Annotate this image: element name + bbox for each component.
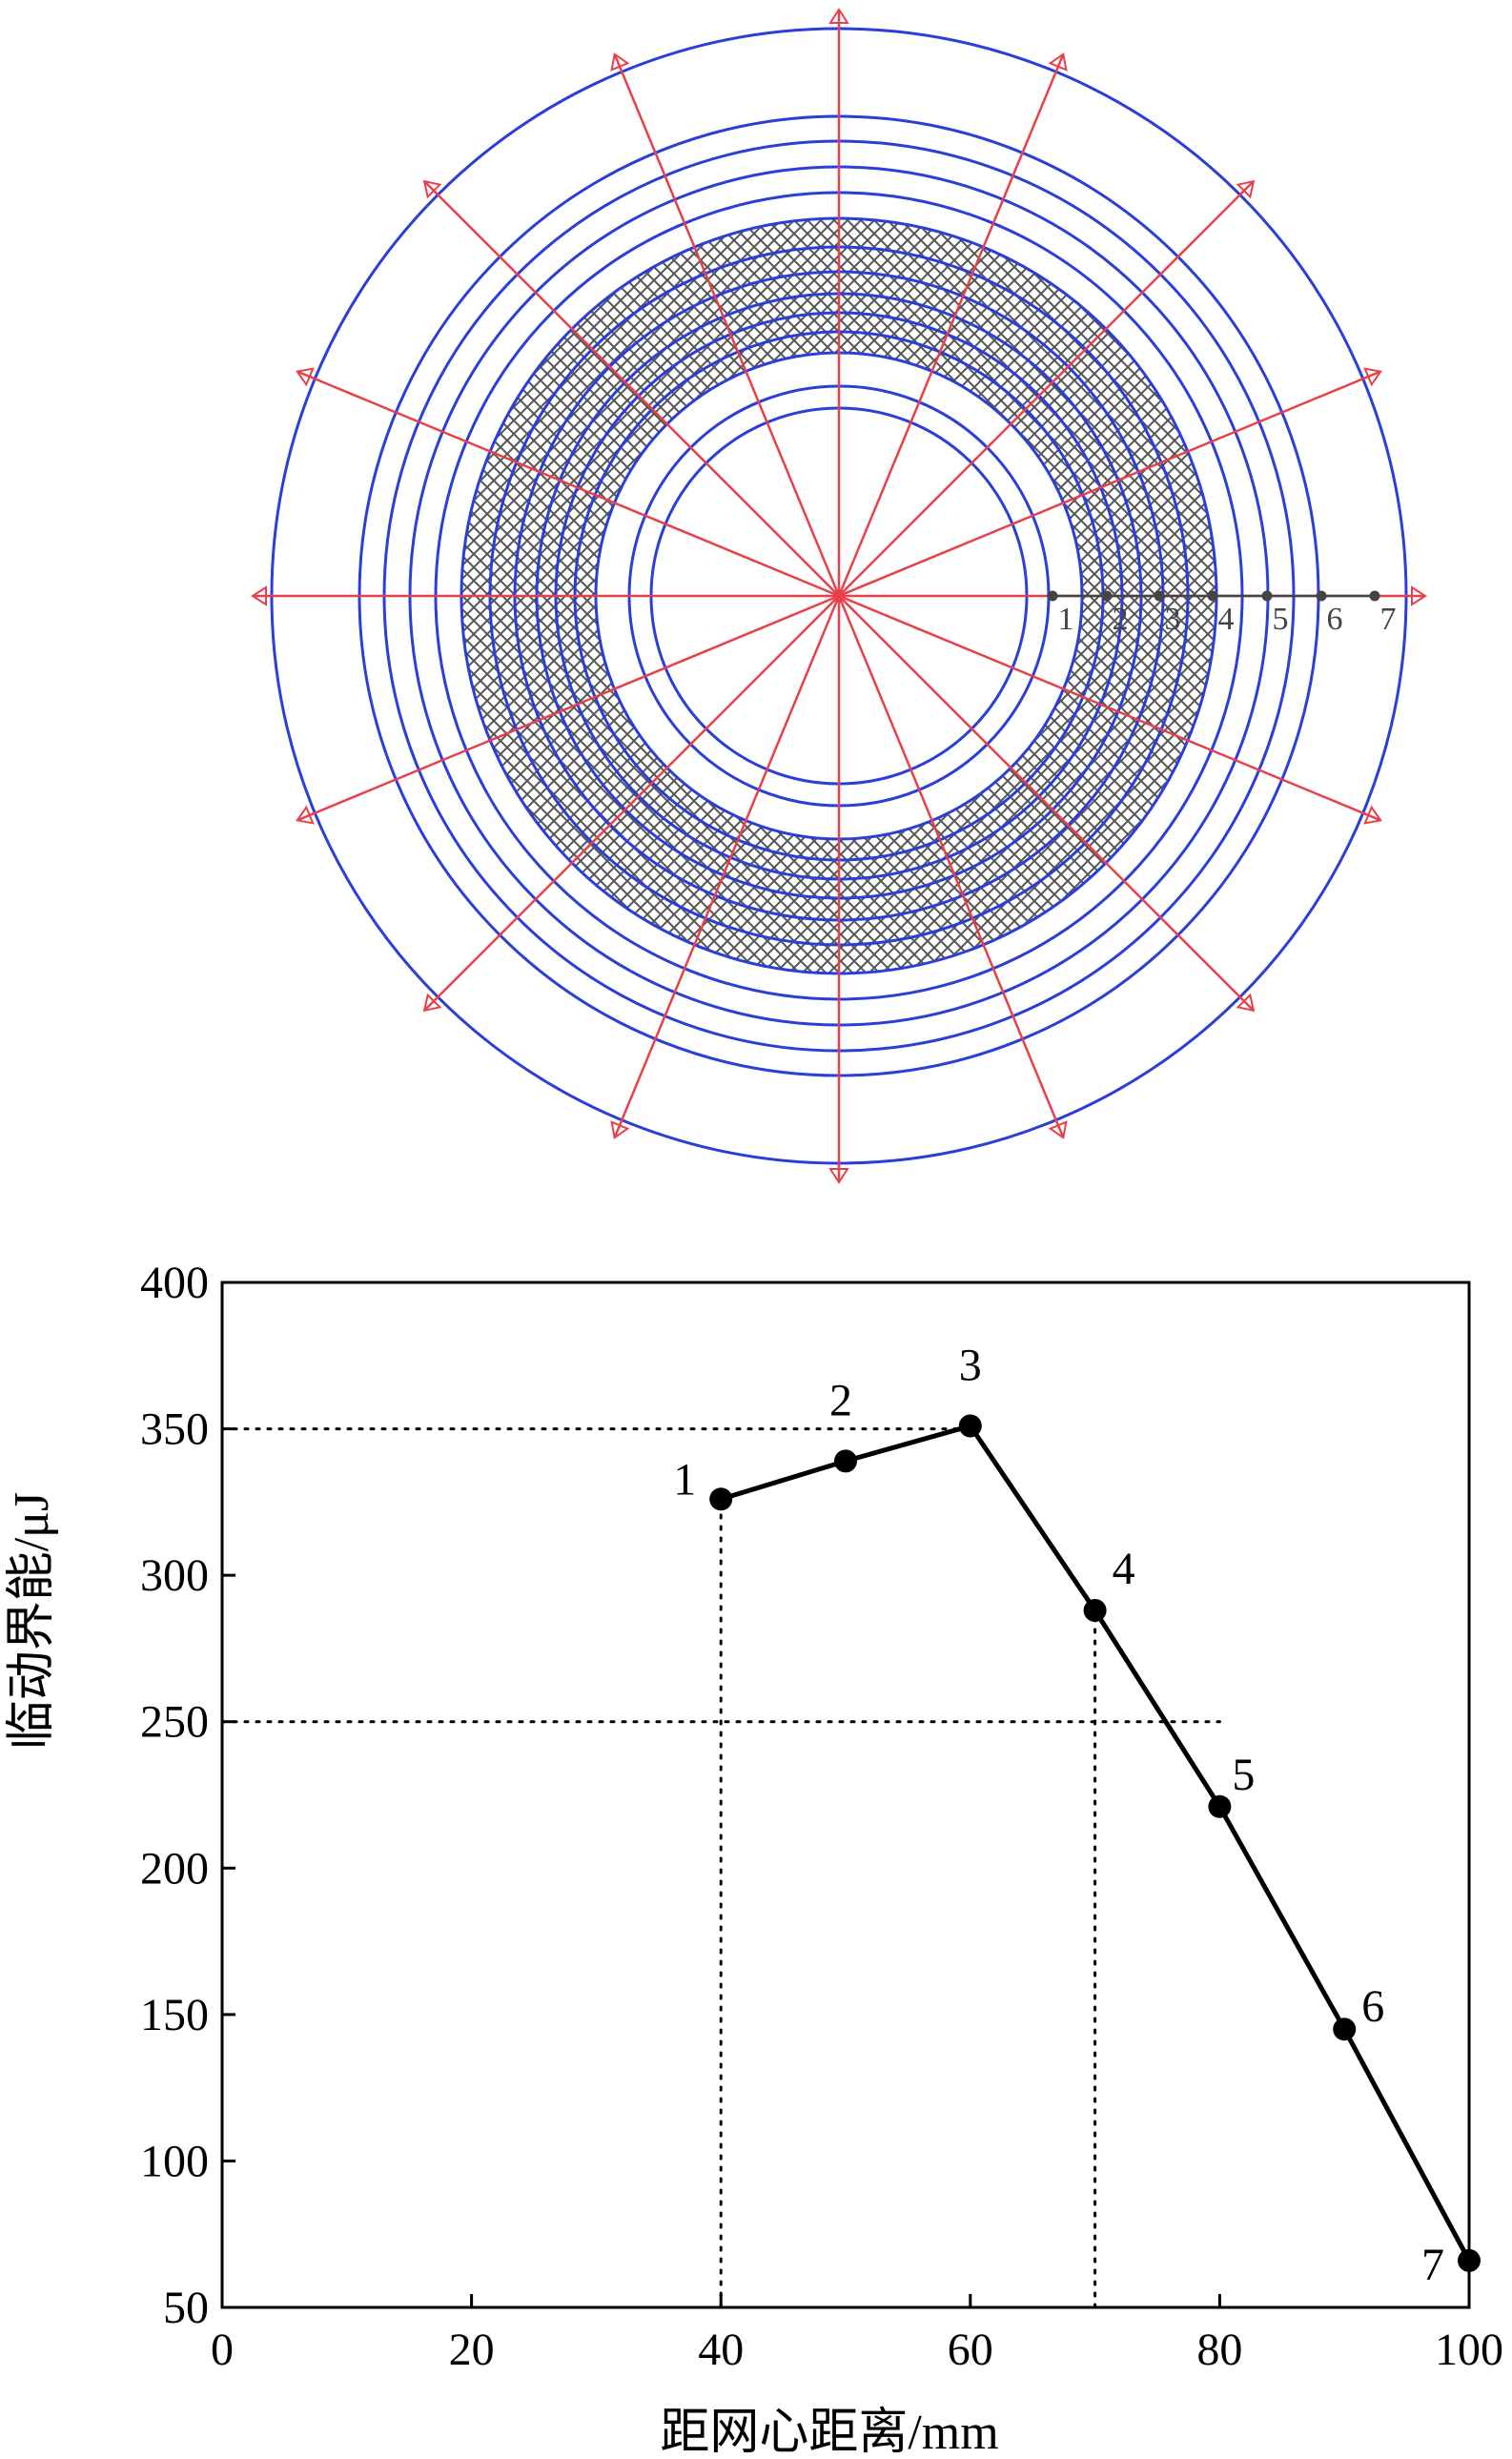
sampling-marker — [1261, 590, 1273, 602]
spoke-end-anchor — [251, 585, 267, 606]
reference-lines — [220, 1427, 1221, 2309]
spider-web-diagram: 1 2 3 4 5 6 7 — [251, 8, 1427, 1184]
x-axis-ticks: 0 20 40 60 80 100 — [211, 2294, 1503, 2375]
sampling-marker-label: 7 — [1380, 602, 1397, 637]
spoke-end-anchor — [1363, 367, 1382, 387]
sampling-marker — [1316, 590, 1327, 602]
spoke-end-anchor — [828, 8, 849, 24]
web-spoke — [613, 595, 841, 1138]
spoke-end-anchor — [1411, 585, 1427, 606]
web-spoke — [838, 370, 1381, 598]
web-spokes — [251, 8, 1427, 1184]
y-tick-label: 50 — [163, 2283, 209, 2333]
spoke-end-anchor — [422, 179, 442, 199]
data-point — [1458, 2248, 1481, 2272]
data-point-label: 3 — [959, 1341, 982, 1391]
y-tick-label: 150 — [140, 1990, 209, 2040]
spoke-end-anchor — [1363, 805, 1382, 825]
x-tick-label: 20 — [449, 2325, 495, 2375]
sampling-marker — [1047, 590, 1058, 602]
y-tick-label: 200 — [140, 1843, 209, 1894]
data-points — [709, 1414, 1481, 2272]
sampling-marker-label: 3 — [1165, 602, 1181, 637]
x-tick-label: 100 — [1435, 2325, 1503, 2375]
sampling-marker-label: 5 — [1273, 602, 1289, 637]
data-point-labels: 1 2 3 4 5 6 7 — [673, 1341, 1444, 2290]
y-tick-label: 350 — [140, 1404, 209, 1455]
data-point-label: 5 — [1232, 1750, 1255, 1800]
sampling-marker — [1154, 590, 1165, 602]
y-tick-label: 400 — [140, 1258, 209, 1308]
sampling-marker — [1101, 590, 1113, 602]
x-tick-label: 60 — [948, 2325, 993, 2375]
sampling-marker — [1207, 590, 1218, 602]
web-spoke — [296, 370, 840, 598]
sampling-marker-label: 2 — [1113, 602, 1129, 637]
spoke-end-anchor — [828, 1168, 849, 1184]
x-axis-label: 距网心距离/mm — [660, 2406, 998, 2459]
y-tick-label: 250 — [140, 1697, 209, 1748]
data-point-label: 6 — [1361, 1981, 1384, 2032]
y-axis-label: 临动界能/μJ — [5, 1492, 59, 1751]
x-tick-label: 80 — [1196, 2325, 1242, 2375]
sampling-marker-label: 1 — [1058, 602, 1074, 637]
y-tick-label: 300 — [140, 1550, 209, 1601]
data-point-label: 4 — [1113, 1544, 1135, 1594]
data-point-label: 2 — [829, 1375, 852, 1425]
web-spoke — [613, 53, 841, 597]
sampling-marker-label: 4 — [1218, 602, 1235, 637]
web-spoke — [423, 180, 840, 597]
x-tick-label: 40 — [698, 2325, 744, 2375]
web-spoke — [296, 594, 840, 822]
web-spoke — [423, 595, 840, 1012]
data-point — [1333, 2018, 1357, 2041]
data-point-label: 1 — [673, 1454, 696, 1505]
spoke-end-anchor — [422, 993, 442, 1013]
web-hub — [833, 590, 845, 602]
data-point-label: 7 — [1421, 2240, 1444, 2290]
data-point — [709, 1487, 733, 1511]
spoke-end-anchor — [1236, 179, 1256, 199]
data-point — [958, 1414, 982, 1438]
data-point — [1083, 1599, 1107, 1622]
spoke-end-anchor — [610, 52, 630, 72]
web-spoke — [838, 595, 1255, 1012]
data-point — [1208, 1794, 1232, 1818]
web-spoke — [837, 595, 1065, 1138]
y-tick-label: 100 — [140, 2136, 209, 2186]
web-spoke — [838, 594, 1381, 822]
web-spoke — [838, 180, 1255, 597]
sampling-marker — [1369, 590, 1380, 602]
web-spoke — [837, 53, 1065, 597]
spoke-end-anchor — [296, 367, 315, 387]
spoke-end-anchor — [1236, 993, 1256, 1013]
spoke-end-anchor — [1048, 1120, 1068, 1139]
x-tick-label: 0 — [211, 2325, 234, 2375]
plot-frame — [220, 1281, 1471, 2309]
sampling-markers: 1 2 3 4 5 6 7 — [1047, 590, 1397, 637]
energy-distance-chart: 0 20 40 60 80 100 50 100 150 200 250 300 350 400 1 2 3… — [5, 1258, 1503, 2459]
sampling-marker-label: 6 — [1327, 602, 1343, 637]
spoke-end-anchor — [296, 805, 315, 825]
spoke-end-anchor — [610, 1120, 630, 1139]
data-point — [834, 1449, 857, 1473]
spoke-end-anchor — [1048, 52, 1068, 72]
y-axis-ticks: 50 100 150 200 250 300 350 400 — [140, 1258, 235, 2333]
